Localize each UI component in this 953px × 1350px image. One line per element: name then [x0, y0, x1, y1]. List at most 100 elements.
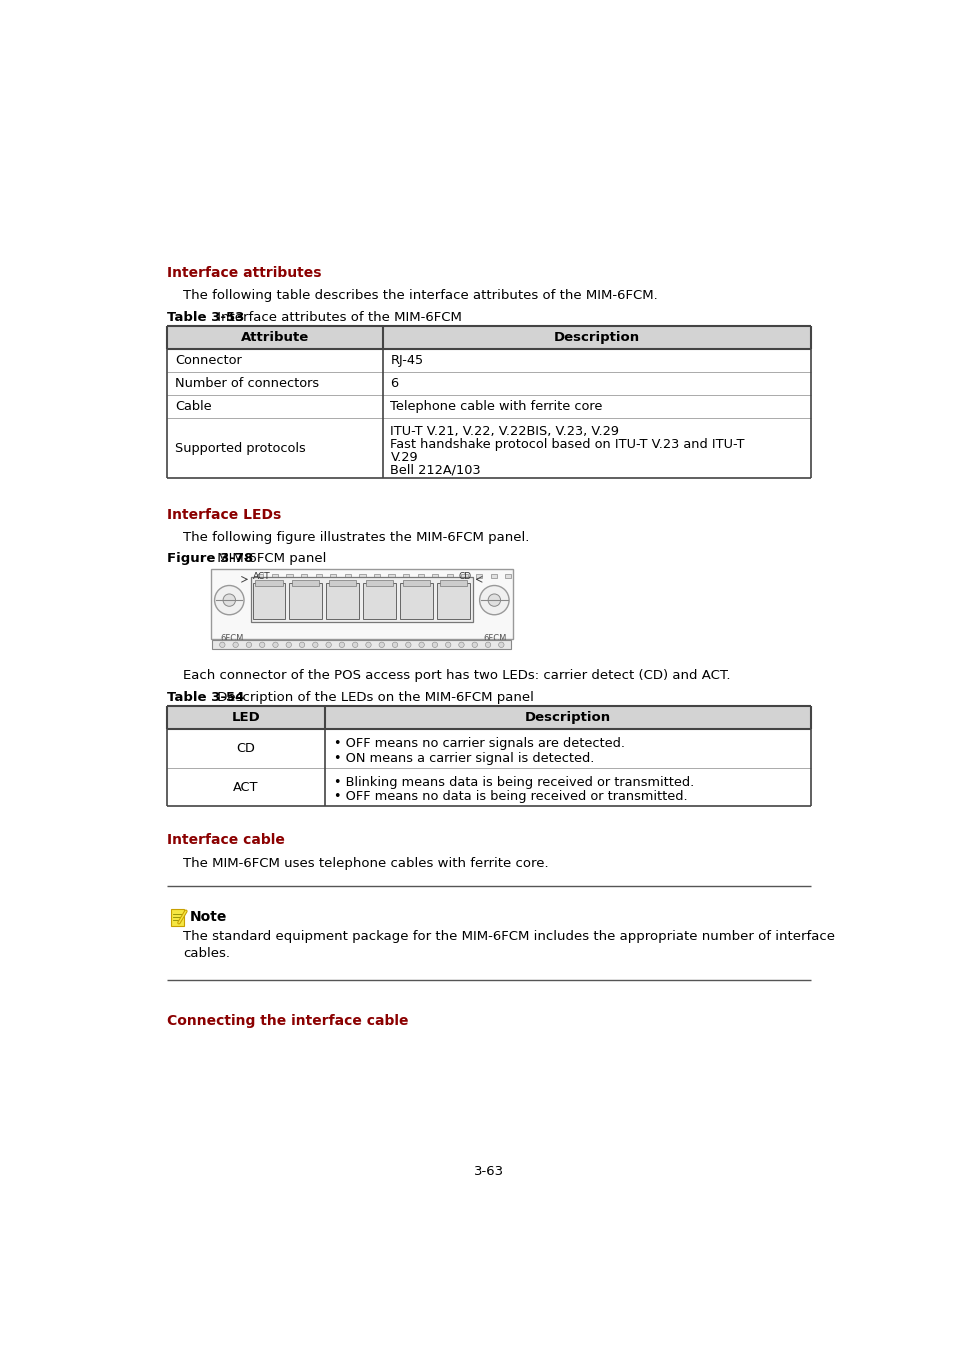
Bar: [388, 574, 395, 578]
Text: ACT: ACT: [253, 571, 270, 580]
Text: The MIM-6FCM uses telephone cables with ferrite core.: The MIM-6FCM uses telephone cables with …: [183, 856, 548, 869]
Text: Description: Description: [554, 331, 639, 344]
Circle shape: [352, 643, 357, 648]
Circle shape: [365, 643, 371, 648]
Bar: [402, 580, 430, 586]
Bar: [374, 574, 379, 578]
Bar: [330, 574, 336, 578]
Circle shape: [485, 643, 490, 648]
Text: Number of connectors: Number of connectors: [174, 377, 319, 390]
Text: 6FCM: 6FCM: [483, 634, 506, 643]
Text: Cable: Cable: [174, 401, 212, 413]
Bar: [432, 574, 438, 578]
Bar: [292, 580, 319, 586]
Bar: [439, 580, 467, 586]
Text: ITU-T V.21, V.22, V.22BIS, V.23, V.29: ITU-T V.21, V.22, V.22BIS, V.23, V.29: [390, 424, 618, 437]
Circle shape: [498, 643, 503, 648]
Bar: [289, 583, 321, 618]
Text: ACT: ACT: [233, 780, 258, 794]
Text: Interface LEDs: Interface LEDs: [167, 508, 281, 521]
Text: Table 3-54: Table 3-54: [167, 691, 244, 703]
Text: RJ-45: RJ-45: [390, 354, 423, 367]
Circle shape: [488, 594, 500, 606]
Bar: [400, 583, 432, 618]
Bar: [257, 574, 263, 578]
Text: Connecting the interface cable: Connecting the interface cable: [167, 1014, 409, 1029]
Bar: [446, 574, 453, 578]
Bar: [403, 574, 409, 578]
Circle shape: [432, 643, 437, 648]
Text: Supported protocols: Supported protocols: [174, 441, 306, 455]
Text: CD: CD: [236, 743, 255, 755]
Bar: [490, 574, 497, 578]
Circle shape: [233, 643, 238, 648]
Text: • ON means a carrier signal is detected.: • ON means a carrier signal is detected.: [334, 752, 594, 765]
Bar: [436, 583, 469, 618]
Bar: [211, 570, 513, 639]
Circle shape: [214, 586, 244, 614]
Bar: [344, 574, 351, 578]
Bar: [315, 574, 321, 578]
Circle shape: [246, 643, 252, 648]
Bar: [272, 574, 277, 578]
Text: CD: CD: [458, 571, 472, 580]
Text: Each connector of the POS access port has two LEDs: carrier detect (CD) and ACT.: Each connector of the POS access port ha…: [183, 670, 730, 683]
Text: LED: LED: [232, 711, 260, 725]
Bar: [363, 583, 395, 618]
Text: V.29: V.29: [390, 451, 417, 464]
Text: MIM-6FCM panel: MIM-6FCM panel: [213, 552, 326, 566]
Circle shape: [259, 643, 265, 648]
Text: Description: Description: [524, 711, 611, 725]
Circle shape: [286, 643, 292, 648]
Circle shape: [472, 643, 476, 648]
Circle shape: [313, 643, 317, 648]
Text: Telephone cable with ferrite core: Telephone cable with ferrite core: [390, 401, 602, 413]
Text: The following figure illustrates the MIM-6FCM panel.: The following figure illustrates the MIM…: [183, 531, 529, 544]
Circle shape: [405, 643, 411, 648]
Circle shape: [479, 586, 509, 614]
Bar: [167, 706, 810, 729]
Text: Note: Note: [190, 910, 227, 923]
Text: • OFF means no carrier signals are detected.: • OFF means no carrier signals are detec…: [334, 737, 624, 751]
Text: Interface attributes: Interface attributes: [167, 266, 321, 279]
Text: Fast handshake protocol based on ITU-T V.23 and ITU-T: Fast handshake protocol based on ITU-T V…: [390, 437, 744, 451]
Text: Interface attributes of the MIM-6FCM: Interface attributes of the MIM-6FCM: [213, 310, 461, 324]
Text: The following table describes the interface attributes of the MIM-6FCM.: The following table describes the interf…: [183, 289, 657, 302]
Bar: [254, 580, 282, 586]
Text: The standard equipment package for the MIM-6FCM includes the appropriate number : The standard equipment package for the M…: [183, 930, 834, 944]
Bar: [167, 325, 810, 350]
Circle shape: [418, 643, 424, 648]
Text: Description of the LEDs on the MIM-6FCM panel: Description of the LEDs on the MIM-6FCM …: [213, 691, 534, 703]
Bar: [171, 909, 183, 926]
Bar: [461, 574, 467, 578]
Bar: [359, 574, 365, 578]
Bar: [365, 580, 393, 586]
Text: Connector: Connector: [174, 354, 241, 367]
Bar: [326, 583, 358, 618]
Circle shape: [219, 643, 225, 648]
Text: • OFF means no data is being received or transmitted.: • OFF means no data is being received or…: [334, 790, 687, 803]
Bar: [286, 574, 293, 578]
Text: Interface cable: Interface cable: [167, 833, 285, 848]
Circle shape: [273, 643, 278, 648]
Bar: [251, 576, 472, 622]
Text: 3-63: 3-63: [474, 1165, 503, 1179]
Bar: [253, 583, 285, 618]
Text: 6FCM: 6FCM: [220, 634, 243, 643]
Circle shape: [458, 643, 464, 648]
Bar: [505, 574, 511, 578]
Text: cables.: cables.: [183, 948, 230, 960]
Circle shape: [326, 643, 331, 648]
Text: Bell 212A/103: Bell 212A/103: [390, 464, 480, 477]
Text: 6: 6: [390, 377, 398, 390]
Bar: [476, 574, 481, 578]
Bar: [329, 580, 356, 586]
Text: Attribute: Attribute: [241, 331, 309, 344]
Text: Table 3-53: Table 3-53: [167, 310, 244, 324]
Circle shape: [299, 643, 304, 648]
Text: Figure 3-78: Figure 3-78: [167, 552, 253, 566]
Circle shape: [378, 643, 384, 648]
Bar: [417, 574, 423, 578]
Bar: [212, 640, 511, 649]
Circle shape: [392, 643, 397, 648]
